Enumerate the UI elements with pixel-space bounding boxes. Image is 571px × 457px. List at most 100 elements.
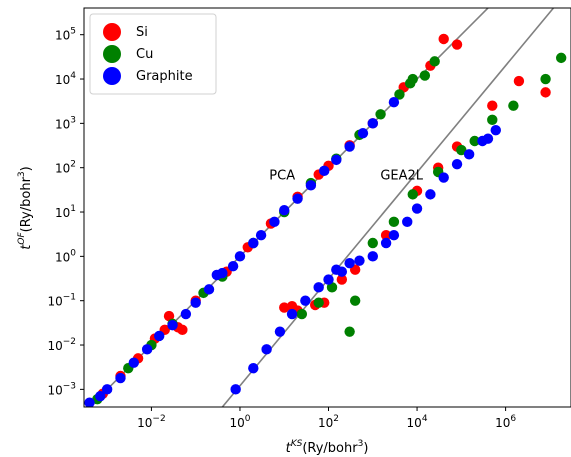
point-graphite-17	[269, 216, 280, 228]
legend-box	[89, 13, 217, 95]
point-cu-30	[540, 73, 551, 85]
point-graphite-43	[411, 203, 423, 214]
point-graphite-40	[380, 237, 392, 249]
point-graphite-28	[248, 363, 259, 374]
legend-marker-si	[103, 23, 121, 41]
x-tick-label-2: 102	[318, 414, 339, 430]
point-graphite-14	[234, 251, 246, 262]
y-tick-label-5: 102	[55, 160, 76, 176]
point-graphite-9	[190, 297, 201, 308]
x-axis-label-main: t	[286, 441, 292, 456]
annotations: PCA GEA2L	[269, 169, 423, 184]
point-graphite-47	[463, 149, 475, 160]
point-si-20	[451, 39, 463, 50]
point-si-32	[487, 100, 498, 111]
point-graphite-34	[323, 274, 334, 285]
y-axis-label-main: t	[19, 244, 34, 250]
point-graphite-2	[101, 384, 113, 395]
point-graphite-10	[203, 284, 215, 295]
point-cu-31	[555, 52, 567, 64]
point-graphite-32	[300, 295, 311, 306]
point-graphite-4	[128, 357, 140, 368]
x-axis-label: tKS(Ry/bohr3)	[286, 439, 369, 456]
point-graphite-6	[154, 330, 165, 342]
point-si-21	[279, 302, 290, 313]
point-graphite-44	[425, 189, 436, 200]
point-cu-19	[326, 282, 338, 293]
x-axis-label-unit: (Ry/bohr	[302, 441, 358, 456]
point-cu-15	[419, 70, 431, 81]
point-graphite-37	[344, 258, 355, 269]
point-graphite-7	[167, 320, 178, 331]
point-graphite-49	[482, 133, 494, 144]
point-graphite-20	[305, 180, 317, 191]
point-graphite-21	[319, 165, 330, 177]
point-graphite-3	[115, 372, 126, 384]
y-tick-label-2: 10−1	[47, 293, 76, 309]
y-tick-label-7: 104	[55, 71, 76, 87]
point-graphite-45	[438, 172, 449, 183]
point-graphite-29	[261, 344, 272, 355]
x-axis-label-unit-sup: 3	[358, 439, 364, 449]
point-cu-22	[367, 237, 378, 249]
legend-marker-cu	[103, 45, 121, 63]
point-cu-14	[407, 73, 418, 85]
point-cu-12	[394, 89, 405, 100]
legend-label-si: Si	[136, 25, 148, 40]
point-cu-26	[456, 144, 467, 156]
point-graphite-31	[286, 308, 298, 320]
point-graphite-27	[230, 384, 241, 395]
point-si-26	[336, 274, 348, 285]
y-axis-label-unit-sup: 3	[17, 171, 27, 177]
plot-frame	[83, 7, 571, 408]
y-tick-label-1: 10−2	[47, 337, 76, 353]
x-axis-ticks: 10−2 100 102 104 106	[137, 407, 516, 430]
point-graphite-5	[141, 344, 153, 355]
x-axis-label-sup: KS	[291, 439, 303, 449]
point-graphite-19	[292, 193, 303, 204]
point-graphite-38	[354, 255, 365, 266]
point-cu-16	[429, 56, 440, 67]
x-tick-label-3: 104	[407, 414, 428, 430]
point-graphite-30	[274, 326, 286, 337]
point-graphite-26	[388, 97, 400, 108]
y-tick-label-3: 100	[55, 248, 76, 264]
point-graphite-15	[248, 237, 259, 249]
point-graphite-24	[357, 127, 369, 139]
y-tick-label-0: 10−3	[47, 381, 76, 397]
legend: Si Cu Graphite	[89, 13, 217, 95]
point-graphite-1	[95, 391, 106, 402]
point-cu-28	[487, 114, 498, 126]
point-cu-18	[313, 297, 324, 308]
y-axis-label-unit: (Ry/bohr	[19, 176, 34, 232]
x-tick-label-1: 100	[229, 414, 250, 430]
point-graphite-39	[367, 251, 378, 262]
point-cu-23	[388, 216, 400, 228]
point-graphite-42	[402, 216, 413, 228]
point-cu-29	[508, 100, 519, 111]
x-tick-label-0: 10−2	[137, 414, 166, 430]
legend-label-cu: Cu	[136, 47, 153, 62]
scatter-points	[84, 33, 567, 407]
annotation-gea2l: GEA2L	[380, 169, 423, 184]
point-graphite-23	[344, 141, 355, 152]
point-si-5	[163, 310, 175, 322]
point-graphite-16	[255, 230, 267, 241]
point-graphite-12	[217, 267, 228, 279]
legend-marker-graphite	[103, 67, 121, 85]
y-axis-label: tOF(Ry/bohr3)	[17, 166, 34, 249]
y-tick-label-4: 101	[55, 204, 76, 220]
point-graphite-0	[84, 397, 95, 407]
point-cu-20	[344, 326, 355, 337]
point-graphite-46	[451, 158, 463, 170]
legend-label-graphite: Graphite	[136, 69, 193, 84]
y-axis-label-close: )	[19, 166, 34, 171]
y-axis-label-sup: OF	[17, 232, 27, 245]
y-axis-ticks: 10−3 10−2 10−1 100 101 102 103 104 105	[47, 27, 84, 397]
y-tick-label-8: 105	[55, 27, 76, 43]
reference-line-1	[221, 8, 555, 407]
point-graphite-22	[331, 154, 342, 166]
point-si-34	[540, 87, 551, 98]
